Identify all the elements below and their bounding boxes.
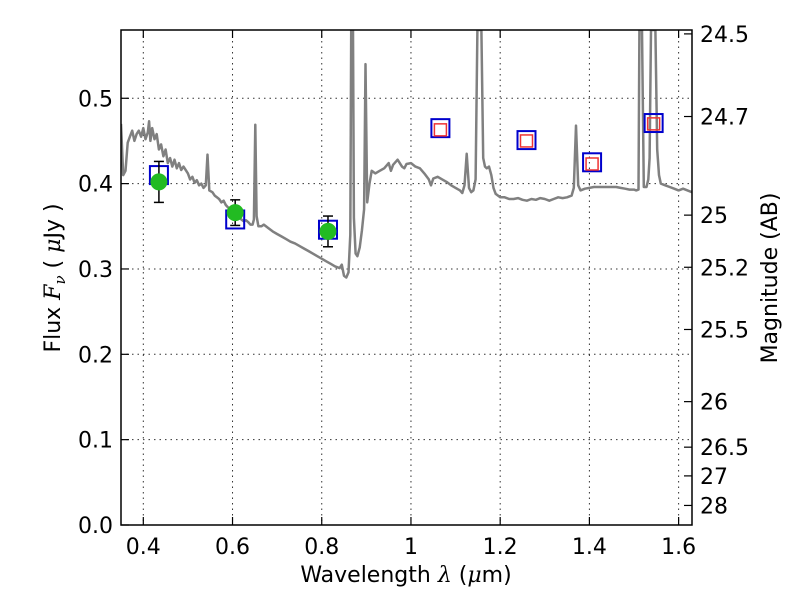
x-axis-label: Wavelength λ (μm) bbox=[300, 563, 511, 588]
y-axis-label: Flux Fν ( μJy ) bbox=[41, 203, 69, 352]
y-tick-label: 0.3 bbox=[78, 258, 113, 283]
x-tick-label: 1.6 bbox=[661, 535, 696, 560]
y-tick-label: 0.2 bbox=[78, 343, 113, 368]
upper-limit-square bbox=[433, 123, 448, 137]
observed-photometry-point bbox=[226, 204, 244, 222]
model-photometry-square bbox=[643, 113, 664, 134]
y2-tick-label: 25.5 bbox=[700, 318, 749, 343]
model-photometry-square bbox=[430, 118, 451, 139]
y2-axis-label: Magnitude (AB) bbox=[758, 193, 783, 364]
grid bbox=[121, 30, 692, 526]
observed-photometry-point bbox=[150, 173, 168, 191]
x-tick-label: 0.8 bbox=[304, 535, 339, 560]
model-photometry-square bbox=[582, 152, 603, 173]
model-spectrum-line bbox=[121, 30, 692, 279]
x-tick-label: 1.2 bbox=[483, 535, 518, 560]
y2-tick-label: 27 bbox=[700, 465, 728, 490]
y2-tick-label: 26 bbox=[700, 391, 728, 416]
x-tick-label: 1.4 bbox=[572, 535, 607, 560]
markers-layer bbox=[148, 113, 664, 248]
observed-photometry-point bbox=[319, 222, 337, 240]
y-tick-label: 0.5 bbox=[78, 87, 113, 112]
x-tick-label: 0.6 bbox=[215, 535, 250, 560]
y-tick-label: 0.1 bbox=[78, 429, 113, 454]
y2-tick-label: 26.5 bbox=[700, 436, 749, 461]
y2-tick-label: 24.5 bbox=[700, 23, 749, 48]
upper-limit-square bbox=[519, 134, 534, 148]
model-spectrum-layer bbox=[121, 30, 692, 279]
model-photometry-square bbox=[516, 130, 537, 151]
y-tick-label: 0.0 bbox=[78, 514, 113, 539]
y2-tick-label: 28 bbox=[700, 494, 728, 519]
x-tick-label: 1 bbox=[404, 535, 418, 560]
y2-tick-label: 24.7 bbox=[700, 106, 749, 131]
y2-tick-label: 25.2 bbox=[700, 256, 749, 281]
y-tick-label: 0.4 bbox=[78, 173, 113, 198]
upper-limit-square bbox=[585, 157, 599, 171]
y2-tick-label: 25 bbox=[700, 204, 728, 229]
ticks: 0.4 0.6 0.8 1 1.2 1.4 1.6 0.0 0.1 0.2 0.3 0.4 0.5 24.… bbox=[78, 23, 749, 560]
x-tick-label: 0.4 bbox=[126, 535, 161, 560]
plot-frame bbox=[120, 29, 693, 526]
upper-limit-square bbox=[646, 117, 661, 131]
